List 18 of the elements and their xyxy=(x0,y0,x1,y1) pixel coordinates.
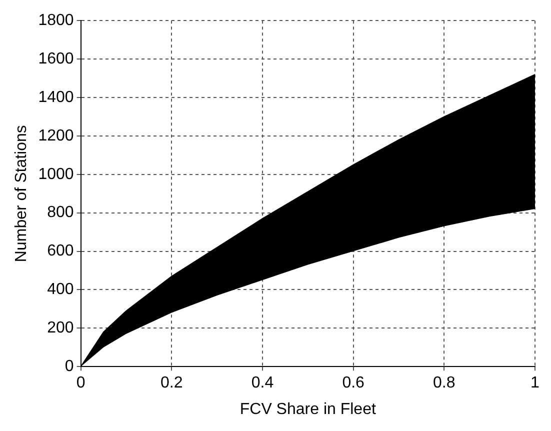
y-tick-label: 1000 xyxy=(38,166,74,183)
x-axis-title: FCV Share in Fleet xyxy=(240,400,376,418)
y-tick-label: 800 xyxy=(47,204,74,222)
y-tick-label: 1400 xyxy=(38,88,74,106)
y-tick-label: 400 xyxy=(47,281,74,298)
x-tick-label: 0.2 xyxy=(160,374,183,392)
x-tick-label: 0.8 xyxy=(433,374,456,392)
y-tick-label: 1800 xyxy=(38,12,74,30)
x-tick-label: 0.6 xyxy=(342,374,365,392)
x-tick-label: 0.4 xyxy=(251,374,274,392)
y-tick-label: 200 xyxy=(47,320,74,337)
y-tick-label: 600 xyxy=(47,242,74,260)
y-tick-label: 0 xyxy=(64,358,74,376)
y-tick-label: 1200 xyxy=(38,127,74,144)
x-tick-label: 0 xyxy=(76,374,86,392)
x-tick-label: 1 xyxy=(530,374,540,392)
y-axis-title: Number of Stations xyxy=(13,125,30,262)
y-tick-label: 1600 xyxy=(38,50,74,68)
